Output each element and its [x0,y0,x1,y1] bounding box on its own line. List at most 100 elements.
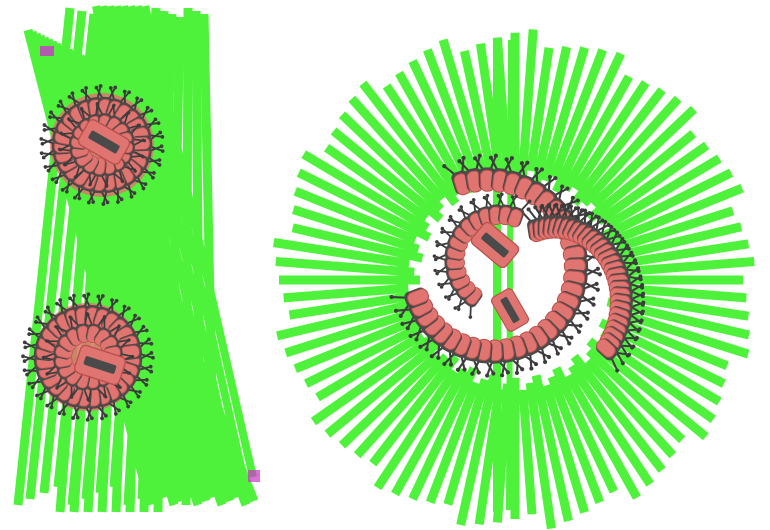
leg [448,349,453,366]
leg [535,168,539,184]
leg [441,231,455,234]
leg [132,179,147,186]
ray [293,187,418,244]
leg-tip [540,203,545,208]
leg-tip [86,313,90,317]
leg [113,326,120,338]
ray [291,205,420,254]
leg-tip [84,86,88,90]
leg-tip [127,90,131,95]
body-segment [506,195,532,228]
leg [68,119,81,125]
leg [23,354,37,363]
leg-tip [585,310,590,315]
leg [583,209,587,225]
leg-tip [46,339,50,343]
leg-tip [43,165,48,169]
leg-tip [455,367,461,372]
leg-tip [105,200,110,205]
leg [49,116,64,120]
leg-tip [567,341,572,346]
leg-tip [144,383,149,387]
leg-tip [435,240,439,244]
leg [557,333,573,339]
leg-tip [627,352,632,357]
leg-tip [60,187,65,192]
leg [520,200,531,212]
leg-tip [148,364,153,369]
leg-tip [144,328,149,333]
leg-tip [485,373,490,378]
leg [624,259,637,271]
leg-tip [86,292,91,297]
leg-tip [132,168,137,172]
leg [112,105,116,118]
leg [409,329,426,338]
leg-tip [139,98,144,103]
leg [474,157,485,171]
leg-tip [158,130,163,135]
ray [595,141,710,226]
leg-tip [640,309,645,314]
leg [55,170,63,184]
leg-tip [120,178,124,182]
ray [615,206,735,252]
leg [401,319,418,325]
leg-tip [104,183,109,187]
leg-tip [126,404,131,409]
leg [511,358,524,371]
leg-tip [547,174,553,180]
leg-tip [469,200,473,205]
leg-tip [440,226,445,231]
leg-tip [591,302,596,307]
ray [106,5,212,493]
leg [75,165,81,178]
leg [65,178,71,193]
leg [437,343,441,359]
ray [338,351,440,449]
leg [610,231,619,246]
leg-tip [626,246,631,251]
leg-tip [527,199,532,204]
ray [425,380,481,505]
leg-tip [622,240,627,244]
leg-tip [149,351,154,355]
leg [630,301,645,309]
leg-tip [82,293,86,298]
leg-tip [526,207,531,212]
leg [103,317,106,330]
leg [469,304,472,318]
leg-tip [60,132,64,136]
leg [28,332,43,336]
ray [315,331,425,402]
ray [423,48,483,185]
ray [304,318,432,388]
leg [123,90,126,105]
ray [552,366,618,494]
leg-tip [80,108,84,112]
leg [96,104,104,116]
leg [618,244,629,258]
leg-tip [578,323,583,328]
ray [382,83,462,197]
leg [112,172,123,182]
leg [562,204,568,219]
leg-tip [67,95,72,99]
leg [425,334,431,351]
leg-tip [68,296,72,301]
radial-burst-cluster [389,153,646,378]
leg [394,308,412,312]
leg-tip [21,354,25,359]
ray [408,59,478,194]
leg-tip [615,230,620,235]
ray [614,239,750,269]
leg [96,405,107,417]
leg-tip [22,359,27,363]
leg [584,267,599,277]
ray [438,38,488,176]
leg [88,172,92,185]
leg-tip [86,397,90,401]
leg-tip [144,377,149,382]
leg-tip [514,370,520,376]
leg [109,87,116,101]
